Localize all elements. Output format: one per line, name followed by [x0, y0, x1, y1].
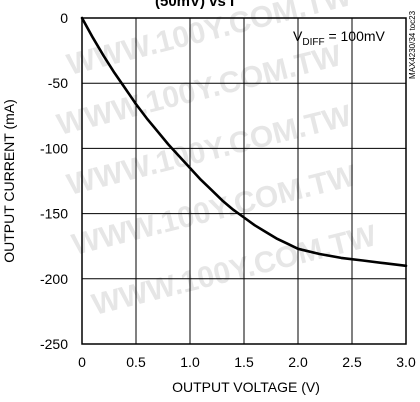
y-tick-labels: 0 -50 -100 -150 -200 -250: [40, 10, 68, 352]
y-tick-label-1: -50: [48, 75, 68, 91]
y-tick-label-4: -200: [40, 271, 68, 287]
annotation-main: V: [293, 28, 303, 44]
y-tick-label-0: 0: [60, 10, 68, 26]
plot-frame: [81, 17, 407, 345]
x-tick-label-2: 1.0: [180, 354, 200, 370]
x-tick-labels: 0 0.5 1.0 1.5 2.0 2.5 3.0: [78, 354, 416, 370]
x-tick-label-4: 2.0: [288, 354, 308, 370]
x-tick-label-0: 0: [78, 354, 86, 370]
y-tick-label-2: -100: [40, 140, 68, 156]
top-partial-title: (50mV) vs I: [155, 0, 234, 10]
y-axis-title: OUTPUT CURRENT (mA): [1, 99, 17, 263]
x-tick-label-3: 1.5: [234, 354, 254, 370]
y-tick-label-5: -250: [40, 336, 68, 352]
series-line: [80, 16, 408, 268]
x-tick-label-6: 3.0: [396, 354, 416, 370]
x-tick-label-1: 0.5: [126, 354, 146, 370]
x-tick-label-5: 2.5: [342, 354, 362, 370]
annotation-sub: DIFF: [302, 37, 324, 48]
side-code: MAX4230/34 toc23: [408, 10, 417, 79]
x-axis-title: OUTPUT VOLTAGE (V): [172, 379, 320, 395]
annotation-rest: = 100mV: [325, 28, 386, 44]
annotation-label: VDIFF = 100mV: [293, 28, 386, 48]
watermark-layer: WWW.100Y.COM.TWWWW.100Y.COM.TWWWW.100Y.C…: [54, 0, 381, 322]
grid: [82, 18, 406, 344]
y-tick-label-3: -150: [40, 206, 68, 222]
